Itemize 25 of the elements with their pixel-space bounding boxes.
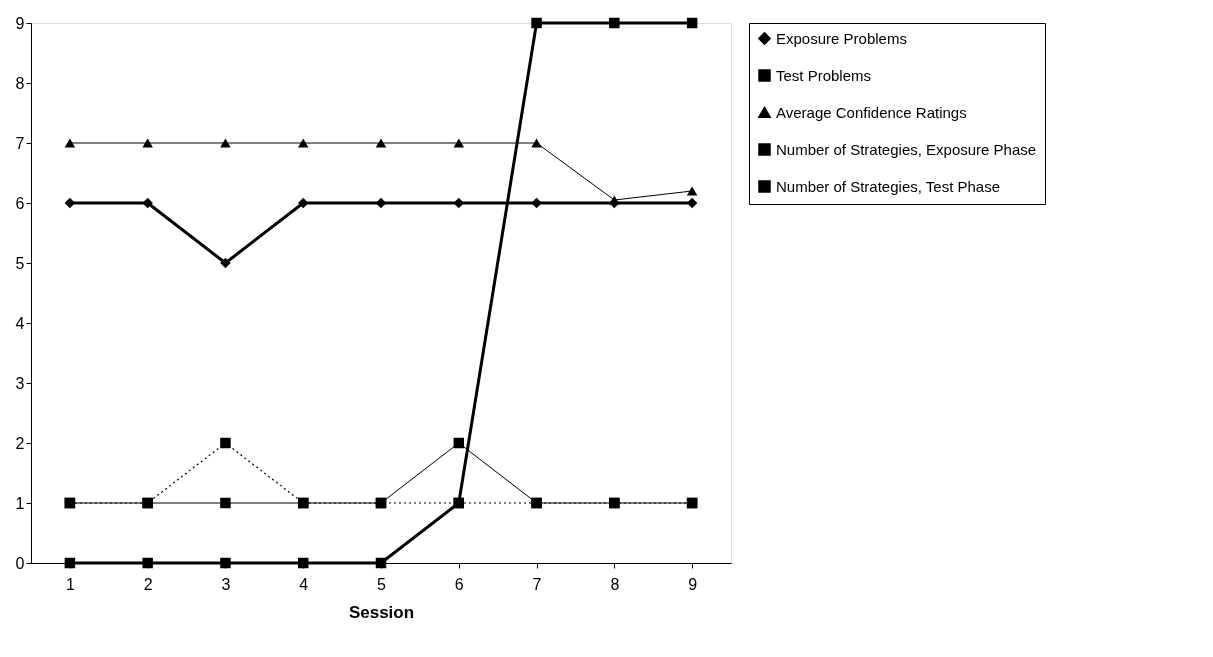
- x-axis-title: Session: [348, 602, 415, 622]
- legend-label: Number of Strategies, Test Phase: [776, 177, 1001, 195]
- x-tick-label: 8: [610, 575, 620, 593]
- y-tick-label: 3: [15, 374, 25, 392]
- legend-label: Test Problems: [776, 66, 872, 84]
- y-tick-label: 7: [15, 134, 25, 152]
- y-tick-label: 9: [15, 14, 25, 32]
- legend-label: Exposure Problems: [776, 29, 907, 47]
- x-tick-label: 1: [65, 575, 75, 593]
- y-tick-label: 1: [15, 494, 25, 512]
- y-tick-label: 4: [15, 314, 25, 332]
- y-tick-label: 0: [15, 554, 25, 572]
- x-tick-label: 3: [221, 575, 231, 593]
- y-tick-label: 2: [15, 434, 25, 452]
- y-tick-label: 8: [15, 74, 25, 92]
- x-tick-label: 9: [688, 575, 698, 593]
- legend-label: Average Confidence Ratings: [776, 103, 967, 121]
- y-tick-label: 5: [15, 254, 25, 272]
- y-tick-label: 6: [15, 194, 25, 212]
- x-tick-label: 7: [532, 575, 542, 593]
- x-tick-label: 6: [454, 575, 464, 593]
- x-tick-label: 5: [377, 575, 387, 593]
- x-tick-label: 4: [299, 575, 309, 593]
- x-tick-label: 2: [143, 575, 153, 593]
- legend-label: Number of Strategies, Exposure Phase: [776, 140, 1037, 158]
